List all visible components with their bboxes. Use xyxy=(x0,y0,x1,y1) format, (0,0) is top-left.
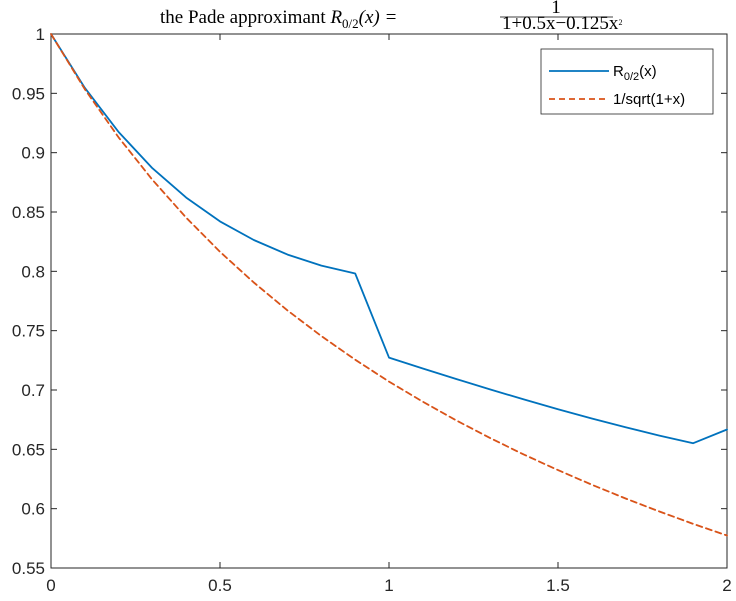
title-numerator: 1 xyxy=(551,0,561,18)
title-denominator-exponent: 2 xyxy=(618,18,622,27)
y-tick-label: 0.7 xyxy=(21,381,45,400)
y-tick-label: 0.55 xyxy=(12,559,45,578)
title-subscript: 0/2 xyxy=(342,16,359,31)
series-lines xyxy=(50,33,728,537)
title-denominator: 1+0.5x−0.125x xyxy=(502,13,619,34)
legend: R0/2(x) 1/sqrt(1+x) xyxy=(540,48,714,115)
y-tick-label: 0.9 xyxy=(21,144,45,163)
x-tick-label: 0.5 xyxy=(208,576,232,595)
y-tick-label: 0.6 xyxy=(21,500,45,519)
y-tick-label: 0.8 xyxy=(21,262,45,281)
series-line-2 xyxy=(50,33,728,537)
x-tick-label: 0 xyxy=(46,576,55,595)
title-prefix: the Pade approximant xyxy=(160,7,330,28)
legend-box xyxy=(540,48,714,115)
svg-text:1+0.5x−0.125x2: 1+0.5x−0.125x2 xyxy=(502,13,622,34)
x-tick-label: 2 xyxy=(722,576,731,595)
svg-text:the Pade approximant R0/2(x) =: the Pade approximant R0/2(x) = xyxy=(160,7,397,31)
chart-title: the Pade approximant R0/2(x) = 1 1+0.5x−… xyxy=(160,0,622,34)
y-tick-label: 1 xyxy=(36,25,45,44)
y-tick-label: 0.65 xyxy=(12,440,45,459)
ticks: 0 0.5 1 1.5 2 0.55 0.6 0.65 0.7 0.75 0.8 0.85 0.9 0.9… xyxy=(12,25,732,595)
x-tick-label: 1 xyxy=(384,576,393,595)
x-tick-label: 1.5 xyxy=(546,576,570,595)
series-line-1 xyxy=(50,33,728,445)
y-tick-label: 0.75 xyxy=(12,322,45,341)
title-symbol: R xyxy=(329,7,342,28)
legend-label-series-2: 1/sqrt(1+x) xyxy=(613,91,685,108)
title-arg: (x) = xyxy=(359,7,398,28)
legend-label-series-1: R0/2(x) xyxy=(613,63,657,83)
y-tick-label: 0.85 xyxy=(12,203,45,222)
y-tick-label: 0.95 xyxy=(12,84,45,103)
